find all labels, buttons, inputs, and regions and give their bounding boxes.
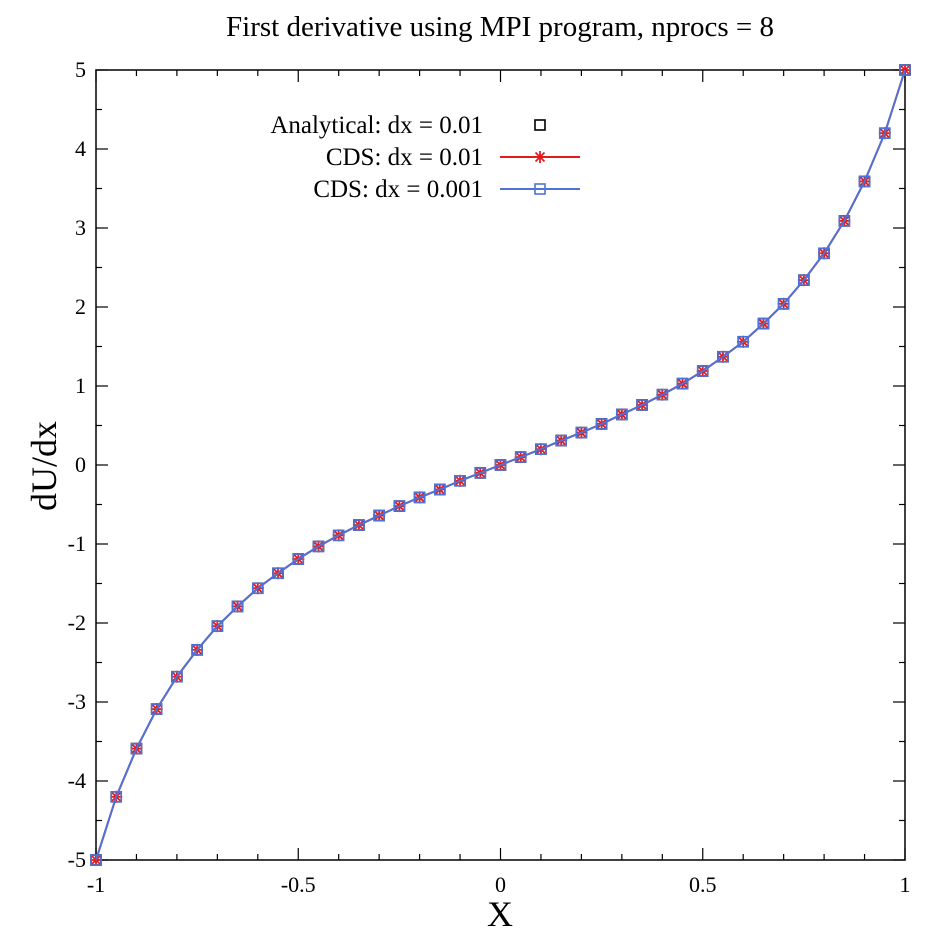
data-point xyxy=(696,365,709,377)
x-tick-label: 0 xyxy=(495,872,506,897)
data-point xyxy=(292,553,305,565)
y-tick-label: -3 xyxy=(68,689,86,714)
data-point xyxy=(636,399,648,411)
series-layer xyxy=(90,64,911,866)
data-point xyxy=(838,215,851,227)
data-point xyxy=(676,377,689,390)
data-point xyxy=(899,64,911,76)
data-point xyxy=(353,519,365,531)
data-point xyxy=(332,529,345,542)
y-tick-label: -2 xyxy=(68,610,86,635)
data-point xyxy=(393,500,406,512)
y-tick-label: -4 xyxy=(68,768,86,793)
data-point xyxy=(434,483,446,496)
legend-label: Analytical: dx = 0.01 xyxy=(270,112,483,139)
data-point xyxy=(616,408,628,421)
data-point xyxy=(737,335,750,348)
data-point xyxy=(878,127,891,139)
data-point xyxy=(777,298,790,310)
x-tick-label: -0.5 xyxy=(281,872,316,897)
data-point xyxy=(413,491,426,504)
data-point xyxy=(858,175,871,188)
x-axis-label: X xyxy=(487,894,513,934)
data-point xyxy=(555,434,567,447)
data-point xyxy=(373,509,385,522)
data-point xyxy=(454,474,466,487)
y-axis-label: dU/dx xyxy=(24,421,64,511)
data-point xyxy=(110,790,123,803)
data-point xyxy=(231,600,244,613)
data-point xyxy=(171,670,183,683)
data-point xyxy=(312,540,325,553)
y-tick-label: 4 xyxy=(75,136,86,161)
data-point xyxy=(191,644,203,656)
data-point xyxy=(656,388,669,401)
y-tick-label: -1 xyxy=(68,531,86,556)
legend-marker-sample xyxy=(534,183,546,195)
asterisk-stroke xyxy=(534,151,546,163)
data-point xyxy=(575,426,588,439)
y-tick-label: 0 xyxy=(75,452,86,477)
y-tick-label: -5 xyxy=(68,847,86,872)
data-point xyxy=(717,350,729,363)
legend-marker-sample xyxy=(534,119,546,131)
y-tick-label: 2 xyxy=(75,294,86,319)
legend-entry-2: CDS: dx = 0.01 xyxy=(326,144,580,171)
data-point xyxy=(595,418,608,430)
data-point xyxy=(494,459,507,471)
series-line xyxy=(95,69,906,861)
data-point xyxy=(798,274,810,286)
series-3 xyxy=(90,64,911,866)
data-point xyxy=(130,742,143,755)
legend-label: CDS: dx = 0.001 xyxy=(313,176,483,203)
legend-marker-sample xyxy=(534,151,546,163)
y-tick-label: 5 xyxy=(75,57,86,82)
chart-title: First derivative using MPI program, npro… xyxy=(226,11,774,43)
data-point xyxy=(272,567,284,580)
data-point xyxy=(252,582,264,595)
legend-entry-3: CDS: dx = 0.001 xyxy=(313,176,580,203)
data-point xyxy=(150,703,163,715)
axis-ticks: -1 -0.5 0 0.5 1 -5 -4 -3 -2 -1 0 1 2 3 4 5 xyxy=(68,57,911,897)
y-tick-label: 1 xyxy=(75,373,86,398)
data-point xyxy=(90,854,102,866)
y-tick-label: 3 xyxy=(75,215,86,240)
x-tick-label: 0.5 xyxy=(689,872,717,897)
data-point xyxy=(474,467,487,479)
legend-entry-1: Analytical: dx = 0.01 xyxy=(270,112,546,139)
legend: Analytical: dx = 0.01 CDS: dx = 0.01 CDS: … xyxy=(270,112,580,203)
data-point xyxy=(211,620,224,632)
x-tick-label: -1 xyxy=(87,872,105,897)
data-point xyxy=(757,317,770,330)
legend-label: CDS: dx = 0.01 xyxy=(326,144,483,171)
data-point xyxy=(535,443,547,456)
data-point xyxy=(514,451,527,463)
x-tick-label: 1 xyxy=(900,872,911,897)
data-point xyxy=(818,247,830,260)
